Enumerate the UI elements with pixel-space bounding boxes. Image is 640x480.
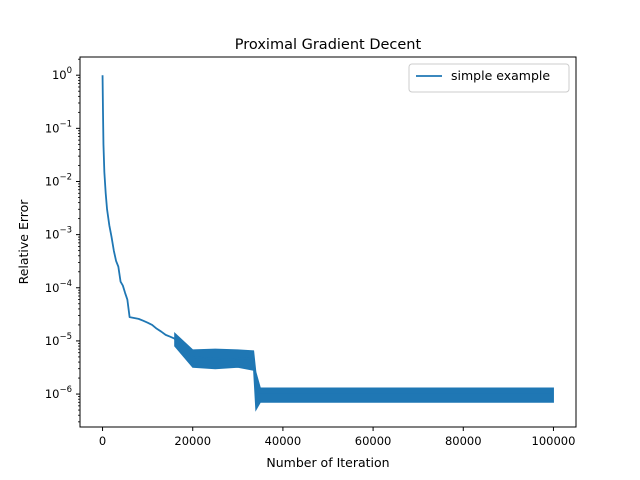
y-tick-label: 10−3	[45, 226, 72, 242]
x-tick-label: 20000	[174, 434, 211, 448]
legend-box	[408, 63, 570, 93]
x-tick-label: 0	[99, 434, 106, 448]
y-axis-label: Relative Error	[16, 199, 31, 285]
y-tick-label: 10−6	[45, 385, 72, 401]
axes-frame	[79, 56, 577, 428]
legend-label: simple example	[451, 68, 550, 83]
chart-title: Proximal Gradient Decent	[235, 37, 422, 53]
y-tick-label: 10−1	[45, 119, 72, 135]
y-tick-label: 10−2	[45, 172, 72, 188]
y-tick-label: 10−5	[45, 332, 72, 348]
series-layer	[101, 75, 554, 412]
x-axis-label: Number of Iteration	[266, 455, 389, 470]
y-tick-label: 100	[52, 66, 72, 82]
x-tick-label: 80000	[445, 434, 482, 448]
y-axis-ticks: 10−6 10−5 10−4 10−3 10−2 10−1 100	[45, 58, 80, 423]
series-line	[101, 75, 554, 395]
plot-area	[80, 57, 576, 427]
y-tick-label: 10−4	[45, 279, 72, 295]
legend: simple example	[408, 63, 570, 93]
x-tick-label: 60000	[355, 434, 392, 448]
x-tick-label: 40000	[265, 434, 302, 448]
x-tick-label: 100000	[532, 434, 576, 448]
x-axis-ticks: 0 20000 40000 60000 80000 100000	[99, 427, 576, 448]
series-noise-band	[174, 332, 554, 412]
